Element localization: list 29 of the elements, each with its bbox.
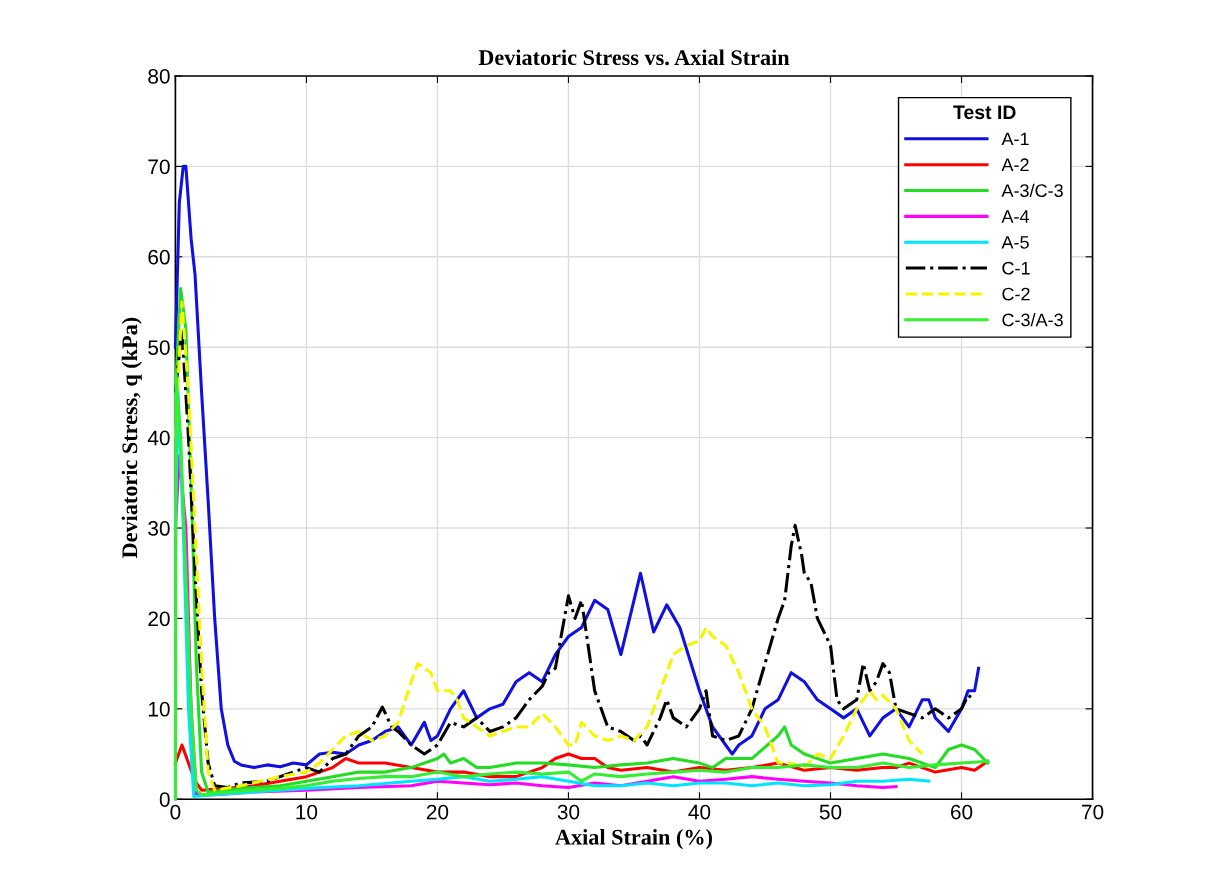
y-tick-label: 50 [148,340,170,355]
legend-title: Test ID [953,105,1016,120]
legend-label: C-3/A-3 [1002,313,1063,327]
y-tick-label: 40 [147,430,170,446]
chart-title: Deviatoric Stress vs. Axial Strain [478,49,790,66]
y-tick-label: 30 [148,521,170,536]
x-tick-label: 20 [426,804,449,820]
x-axis-title: Axial Strain (%) [555,829,712,850]
x-tick-label: 60 [951,804,973,820]
y-tick-label: 0 [159,792,170,807]
x-tick-label: 30 [557,804,580,820]
y-tick-label: 10 [148,701,170,717]
x-tick-label: 50 [819,804,842,820]
y-tick-label: 70 [148,159,170,175]
y-tick-label: 80 [148,68,170,84]
y-axis-title: Deviatoric Stress, q (kPa) [121,317,142,558]
x-tick-label: 10 [296,804,318,820]
y-tick-label: 60 [148,249,170,265]
legend-label: C-1 [1002,261,1030,275]
legend-label: A-1 [1001,132,1029,146]
legend-label: C-2 [1002,287,1030,301]
y-tick-label: 20 [148,611,170,627]
x-tick-label: 70 [1082,804,1104,820]
x-tick-label: 40 [688,804,711,820]
legend-label: A-3/C-3 [1001,183,1063,198]
x-tick-label: 0 [170,804,181,820]
legend-label: A-5 [1001,236,1029,249]
legend-label: A-2 [1001,158,1029,171]
legend-label: A-4 [1001,210,1030,223]
